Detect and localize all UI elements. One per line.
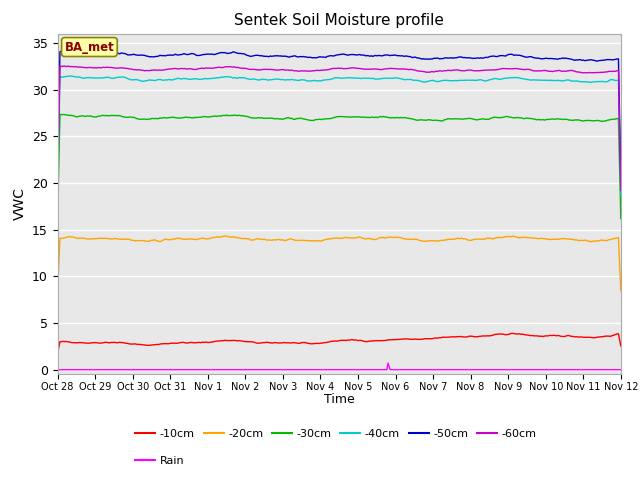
-40cm [566, 78, 574, 84]
-30cm [58, 111, 65, 117]
-60cm [54, 185, 61, 191]
-10cm [617, 343, 625, 349]
-60cm [292, 68, 300, 73]
X-axis label: Time: Time [324, 394, 355, 407]
-50cm [397, 53, 404, 59]
-40cm [397, 76, 404, 82]
Line: -60cm: -60cm [58, 66, 621, 190]
-10cm [566, 333, 574, 339]
-20cm [292, 238, 300, 243]
-30cm [370, 115, 378, 120]
-10cm [291, 340, 299, 346]
-10cm [396, 336, 404, 342]
-60cm [370, 66, 378, 72]
Line: -50cm: -50cm [58, 51, 621, 183]
Line: -20cm: -20cm [58, 236, 621, 291]
-10cm [468, 333, 476, 339]
-10cm [509, 331, 516, 336]
-30cm [230, 112, 238, 118]
-40cm [230, 75, 238, 81]
Rain [54, 367, 61, 372]
Rain [469, 367, 477, 372]
-20cm [566, 237, 574, 242]
Line: -40cm: -40cm [58, 76, 621, 196]
-20cm [617, 288, 625, 293]
-40cm [292, 77, 300, 83]
Rain [291, 367, 299, 372]
-50cm [230, 49, 238, 55]
Rain [397, 367, 404, 372]
-10cm [229, 337, 237, 343]
-20cm [397, 235, 404, 240]
-20cm [54, 288, 61, 294]
-60cm [617, 187, 625, 193]
-30cm [292, 116, 300, 121]
-10cm [369, 338, 376, 344]
Line: -10cm: -10cm [58, 334, 621, 353]
-40cm [370, 76, 378, 82]
-40cm [54, 191, 61, 197]
-50cm [469, 56, 477, 61]
-30cm [617, 216, 625, 221]
-60cm [469, 68, 477, 73]
-50cm [566, 56, 574, 62]
Rain [229, 367, 237, 372]
-30cm [469, 116, 477, 122]
Text: BA_met: BA_met [65, 40, 115, 54]
Line: -30cm: -30cm [58, 114, 621, 218]
Line: Rain: Rain [58, 363, 621, 370]
-30cm [54, 214, 61, 219]
-50cm [617, 180, 625, 186]
-30cm [397, 115, 404, 120]
-20cm [370, 237, 378, 242]
-10cm [54, 350, 61, 356]
-50cm [65, 48, 72, 54]
-50cm [292, 54, 300, 60]
Title: Sentek Soil Moisture profile: Sentek Soil Moisture profile [234, 13, 444, 28]
Rain [369, 367, 376, 372]
Y-axis label: VWC: VWC [12, 188, 26, 220]
-60cm [397, 66, 404, 72]
-50cm [370, 53, 378, 59]
Legend: Rain: Rain [131, 452, 189, 470]
-20cm [222, 233, 230, 239]
-40cm [617, 193, 625, 199]
-20cm [230, 234, 238, 240]
-60cm [566, 68, 574, 73]
-20cm [469, 237, 477, 243]
-50cm [54, 177, 61, 182]
-40cm [469, 77, 477, 83]
Rain [384, 360, 392, 366]
-60cm [230, 64, 238, 70]
Rain [566, 367, 574, 372]
-30cm [566, 117, 574, 123]
-60cm [61, 63, 68, 69]
-40cm [68, 73, 76, 79]
Rain [617, 367, 625, 372]
